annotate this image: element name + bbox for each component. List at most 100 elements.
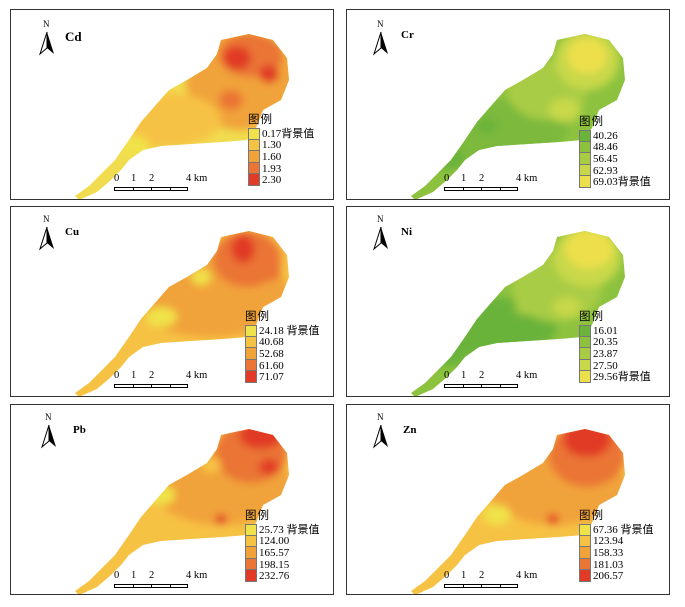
legend-title: 图例 <box>579 510 604 522</box>
scale-tick: 2 <box>149 173 155 184</box>
legend-item: 124.00 <box>245 535 320 548</box>
legend-item: 2.30 <box>248 174 314 186</box>
legend-item: 206.57 <box>579 570 654 582</box>
north-label: N <box>45 412 52 422</box>
legend-item: 27.50 <box>579 360 651 372</box>
scale-tick: 1 <box>461 173 467 184</box>
legend-item: 198.15 <box>245 559 320 571</box>
legend-label: 24.18 背景值 <box>259 324 320 337</box>
legend-item: 0.17背景值 <box>248 128 314 140</box>
scale-tick: 4 km <box>516 370 538 381</box>
legend-label: 0.17背景值 <box>262 127 315 140</box>
cu-map <box>75 231 289 396</box>
legend-swatch <box>248 162 260 175</box>
legend-label: 124.00 <box>259 535 290 548</box>
legend-item: 20.35 <box>579 336 651 349</box>
legend-label: 62.93 <box>593 164 618 177</box>
north-arrow-icon: N <box>37 214 57 251</box>
north-arrow-icon: N <box>37 19 57 56</box>
legend-items: 25.73 背景值 124.00 165.57 198.15 232.76 <box>245 524 320 582</box>
ni-map <box>411 231 625 396</box>
panel-title: Cd <box>65 29 82 44</box>
legend: 图例 0.17背景值 1.30 1.60 1.93 2.30 <box>248 114 314 186</box>
scale-tick: 0 <box>444 370 450 381</box>
legend-label: 20.35 <box>593 336 618 349</box>
legend-swatch <box>579 130 591 142</box>
legend-label: 40.26 <box>593 129 618 142</box>
legend-items: 0.17背景值 1.30 1.60 1.93 2.30 <box>248 128 314 186</box>
legend-items: 40.26 48.46 56.45 62.93 69.03背景值 <box>579 130 651 188</box>
legend-swatch <box>245 524 257 536</box>
legend: 图例 25.73 背景值 124.00 165.57 198.15 232.76 <box>245 510 320 582</box>
legend-swatch <box>245 325 257 337</box>
map-panel-cr: Cr N 图例 40.26 48.46 56.45 62.93 69.03背景值… <box>346 9 670 200</box>
legend-swatch <box>245 570 257 582</box>
legend-swatch <box>579 558 591 571</box>
legend-swatch <box>245 336 257 349</box>
north-label: N <box>43 19 50 29</box>
legend-label: 165.57 <box>259 546 290 559</box>
scale-tick: 4 km <box>516 570 538 581</box>
legend-item: 62.93 <box>579 165 651 177</box>
scale-bar: 0 1 2 4 km <box>114 570 224 594</box>
scale-tick: 2 <box>149 570 155 581</box>
scale-tick: 1 <box>131 173 137 184</box>
legend-item: 24.18 背景值 <box>245 325 320 337</box>
legend-title: 图例 <box>245 510 270 522</box>
scale-tick: 2 <box>479 370 485 381</box>
legend-item: 123.94 <box>579 535 654 548</box>
scale-tick: 1 <box>461 570 467 581</box>
map-panel-zn: Zn N 图例 67.36 背景值 123.94 158.33 181.03 2… <box>346 404 670 595</box>
cd-map <box>75 34 289 199</box>
panel-title: Pb <box>73 424 86 436</box>
legend-item: 1.30 <box>248 139 314 151</box>
legend-title: 图例 <box>248 114 273 126</box>
legend-label: 67.36 背景值 <box>593 523 654 536</box>
map-panel-cd: Cd N 图例 0.17背景值 1.30 1.60 1.93 2.30 0 1 … <box>10 9 334 200</box>
legend-swatch <box>245 547 257 559</box>
scale-tick: 0 <box>114 173 120 184</box>
legend-item: 40.26 <box>579 130 651 142</box>
legend-swatch <box>579 371 591 383</box>
legend-label: 2.30 <box>262 174 282 187</box>
legend-label: 29.56背景值 <box>593 371 651 384</box>
legend-title: 图例 <box>579 311 604 323</box>
legend-swatch <box>579 325 591 337</box>
north-label: N <box>377 412 384 422</box>
legend-swatch <box>245 348 257 360</box>
legend-item: 25.73 背景值 <box>245 524 320 536</box>
legend-item: 1.93 <box>248 163 314 175</box>
scale-tick: 4 km <box>516 173 538 184</box>
legend-title: 图例 <box>245 311 270 323</box>
legend-label: 61.60 <box>259 359 284 372</box>
scale-tick: 2 <box>479 173 485 184</box>
scale-tick: 4 km <box>186 370 208 381</box>
north-label: N <box>377 214 384 224</box>
scale-tick: 1 <box>131 370 137 381</box>
legend-item: 232.76 <box>245 570 320 582</box>
scale-tick: 2 <box>149 370 155 381</box>
scale-tick: 0 <box>114 570 120 581</box>
map-panel-ni: Ni N 图例 16.01 20.35 23.87 27.50 29.56背景值… <box>346 206 670 397</box>
legend-swatch <box>579 524 591 536</box>
legend-swatch <box>245 535 257 548</box>
legend-swatch <box>245 359 257 372</box>
legend: 图例 24.18 背景值 40.68 52.68 61.60 71.07 <box>245 311 320 383</box>
legend-label: 181.03 <box>593 558 624 571</box>
legend-item: 29.56背景值 <box>579 371 651 383</box>
legend-swatch <box>579 141 591 154</box>
legend-items: 16.01 20.35 23.87 27.50 29.56背景值 <box>579 325 651 383</box>
cr-map <box>411 34 625 199</box>
legend-title: 图例 <box>579 116 604 128</box>
legend-swatch <box>248 151 260 163</box>
legend-label: 198.15 <box>259 558 290 571</box>
legend-label: 206.57 <box>593 570 624 583</box>
legend-item: 23.87 <box>579 348 651 360</box>
panel-title: Cu <box>65 226 80 238</box>
legend-label: 40.68 <box>259 336 284 349</box>
legend-label: 1.93 <box>262 162 282 175</box>
legend-swatch <box>579 535 591 548</box>
legend-item: 48.46 <box>579 141 651 154</box>
north-arrow-icon: N <box>371 412 391 449</box>
scale-tick: 0 <box>444 570 450 581</box>
